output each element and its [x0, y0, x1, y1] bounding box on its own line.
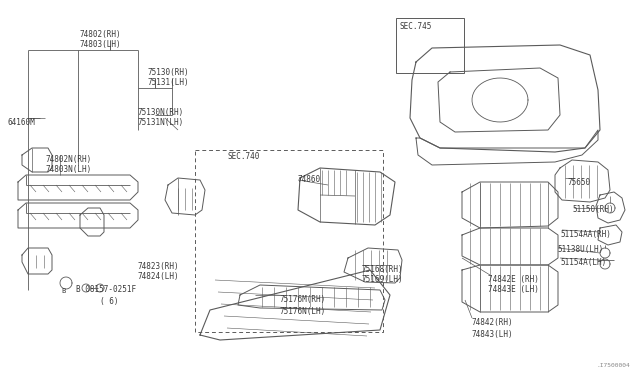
- Text: 51154A(LH): 51154A(LH): [560, 258, 606, 267]
- Text: 75176M(RH): 75176M(RH): [280, 295, 326, 304]
- Text: .I7500004: .I7500004: [596, 363, 630, 368]
- Text: 75169(LH): 75169(LH): [362, 275, 404, 284]
- Text: 75168(RH): 75168(RH): [362, 265, 404, 274]
- Text: 75130(RH): 75130(RH): [148, 68, 189, 77]
- Text: 74803N(LH): 74803N(LH): [46, 165, 92, 174]
- Text: 74842(RH): 74842(RH): [472, 318, 514, 327]
- Bar: [396, 18, 464, 73]
- Text: 74803(LH): 74803(LH): [80, 40, 122, 49]
- Text: B: B: [61, 288, 65, 294]
- Text: 75650: 75650: [568, 178, 591, 187]
- Text: B 08157-0251F: B 08157-0251F: [76, 285, 136, 294]
- Text: 75176N(LH): 75176N(LH): [280, 307, 326, 316]
- Bar: [195, 150, 383, 332]
- Text: SEC.745: SEC.745: [400, 22, 433, 31]
- Text: 51154AA(RH): 51154AA(RH): [560, 230, 611, 239]
- Text: 74802N(RH): 74802N(RH): [46, 155, 92, 164]
- Text: 64160M: 64160M: [8, 118, 36, 127]
- Text: SEC.740: SEC.740: [228, 152, 260, 161]
- Text: 74860: 74860: [298, 175, 321, 184]
- Text: 51150(RH): 51150(RH): [572, 205, 614, 214]
- Text: ( 6): ( 6): [100, 297, 118, 306]
- Text: 74823(RH): 74823(RH): [138, 262, 180, 271]
- Text: 74843E (LH): 74843E (LH): [488, 285, 539, 294]
- Text: 51138U(LH): 51138U(LH): [557, 245, 604, 254]
- Text: 75131(LH): 75131(LH): [148, 78, 189, 87]
- Text: 75130N(RH): 75130N(RH): [138, 108, 184, 117]
- Text: 74824(LH): 74824(LH): [138, 272, 180, 281]
- Text: 75131N(LH): 75131N(LH): [138, 118, 184, 127]
- Text: 74843(LH): 74843(LH): [472, 330, 514, 339]
- Text: 74842E (RH): 74842E (RH): [488, 275, 539, 284]
- Text: 74802(RH): 74802(RH): [80, 30, 122, 39]
